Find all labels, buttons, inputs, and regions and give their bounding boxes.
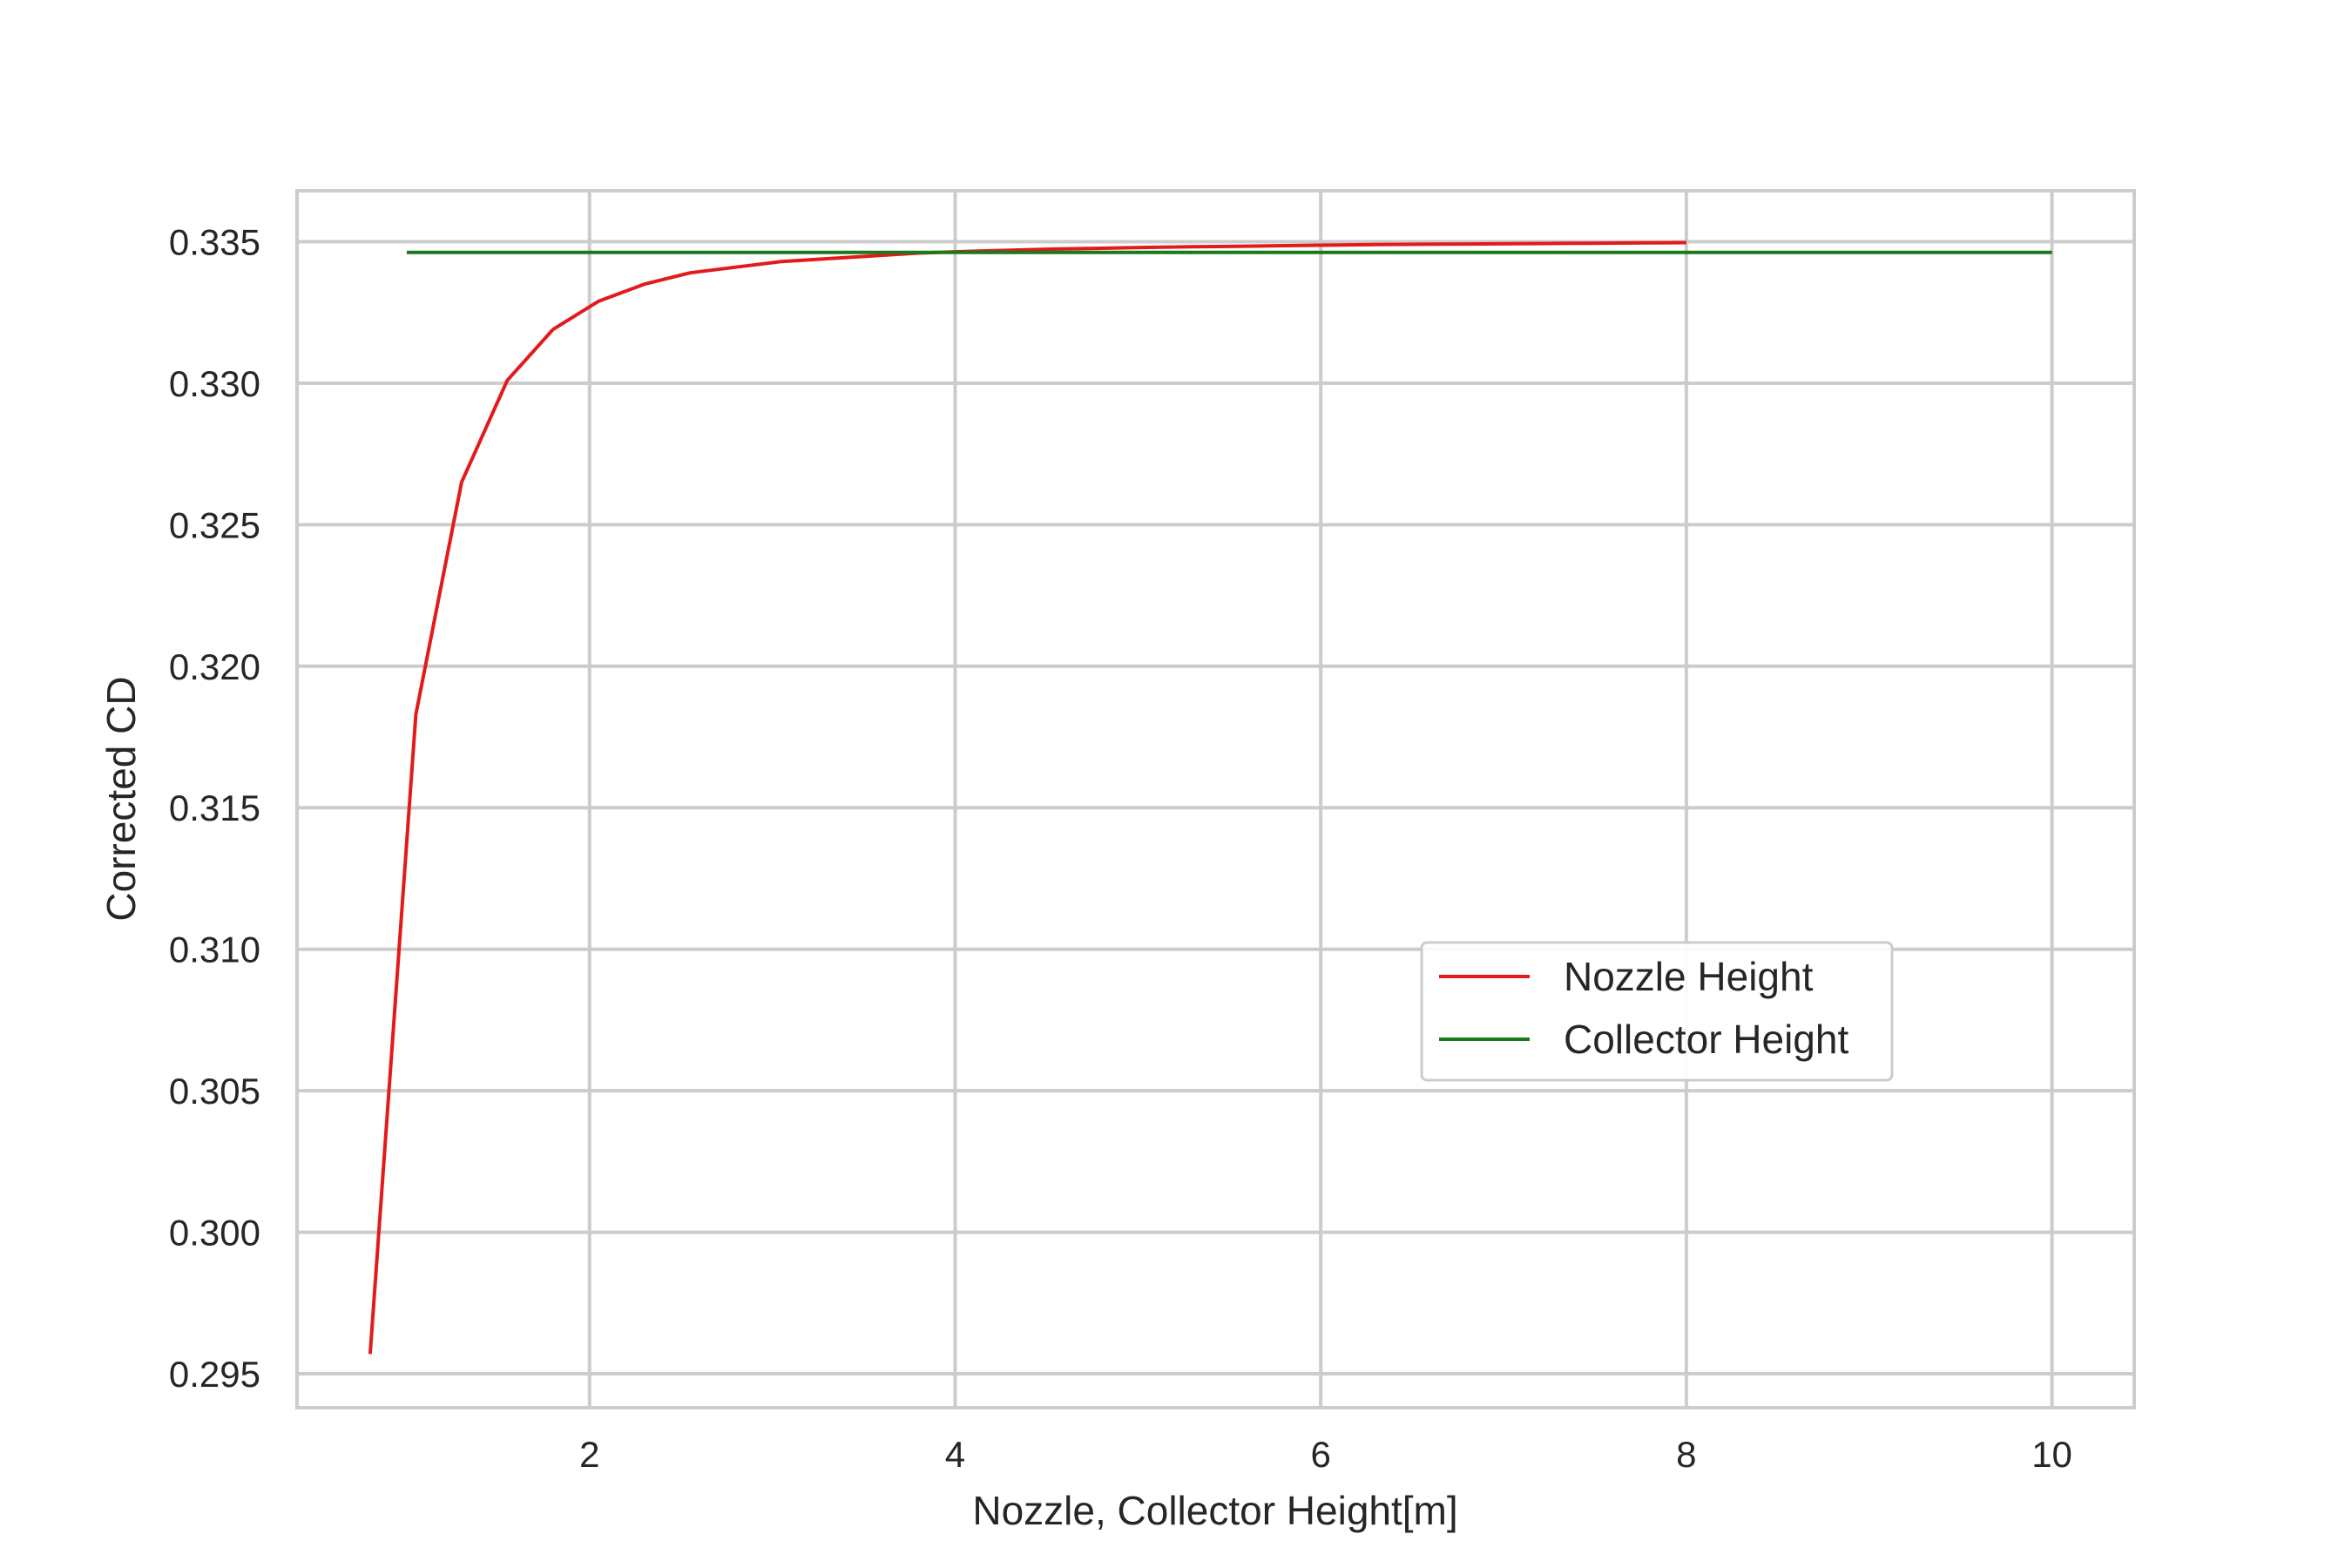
series-lines [368, 240, 2052, 1355]
y-tick-label: 0.295 [169, 1354, 260, 1395]
grid-lines [297, 191, 2134, 1408]
y-tick-label: 0.300 [169, 1213, 260, 1254]
legend-box [1420, 941, 1894, 1082]
y-tick-label: 0.325 [169, 504, 260, 545]
y-axis-label: Corrected CD [98, 676, 144, 921]
x-tick-label: 10 [2031, 1434, 2072, 1475]
y-tick-labels: 0.295 0.300 0.305 0.310 0.315 0.320 0.325 0.330… [169, 221, 260, 1395]
series-line-nozzle-height [368, 240, 1686, 1355]
plot-background [297, 191, 2134, 1408]
y-tick-label: 0.310 [169, 929, 260, 970]
y-tick-label: 0.335 [169, 221, 260, 262]
y-tick-label: 0.320 [169, 646, 260, 687]
y-tick-label: 0.315 [169, 787, 260, 828]
x-tick-labels: 2 4 6 8 10 [579, 1434, 2072, 1475]
legend-label-nozzle-height: Nozzle Height [1564, 954, 1814, 999]
y-tick-label: 0.305 [169, 1071, 260, 1112]
legend: Nozzle Height Collector Height [1420, 941, 1894, 1082]
x-tick-label: 4 [945, 1434, 965, 1475]
y-tick-label: 0.330 [169, 363, 260, 404]
x-tick-label: 8 [1676, 1434, 1696, 1475]
plot-frame [295, 189, 2136, 1409]
x-tick-label: 2 [579, 1434, 599, 1475]
legend-label-collector-height: Collector Height [1564, 1017, 1848, 1062]
x-axis-label: Nozzle, Collector Height[m] [972, 1488, 1457, 1533]
x-tick-label: 6 [1310, 1434, 1330, 1475]
